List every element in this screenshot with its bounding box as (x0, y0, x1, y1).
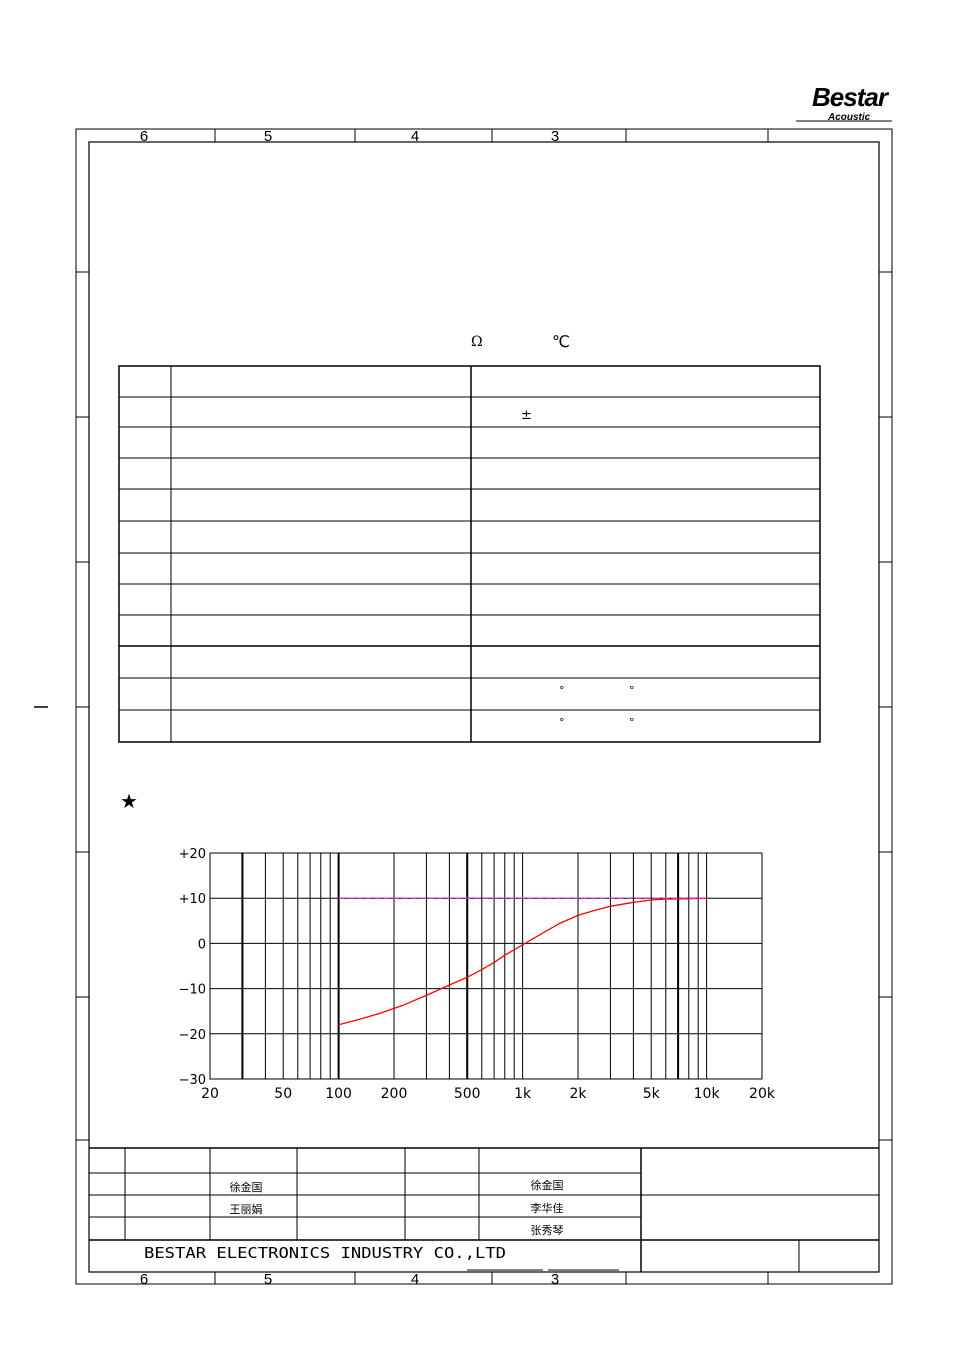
zone-label: 5 (264, 128, 272, 145)
y-tick-label: +10 (179, 892, 206, 907)
signatures: 徐金国 王丽娟 徐金国 李华佳 张秀琴 (230, 1178, 564, 1237)
zone-label: 3 (551, 128, 559, 145)
degree-symbol: ° (629, 716, 635, 729)
x-tick-label: 1k (514, 1086, 532, 1102)
degree-symbol: ° (559, 716, 565, 729)
inner-border (88, 141, 880, 1273)
approved-signature-3: 张秀琴 (531, 1224, 564, 1237)
tolerance-symbol: ± (521, 408, 532, 423)
x-tick-label: 20k (749, 1086, 776, 1102)
x-tick-label: 50 (274, 1086, 292, 1102)
y-tick-label: −10 (179, 983, 206, 998)
zone-label: 3 (551, 1271, 559, 1288)
response-curve (338, 897, 707, 1026)
company-name: BESTAR ELECTRONICS INDUSTRY CO.,LTD (144, 1244, 506, 1262)
x-tick-label: 100 (325, 1086, 352, 1102)
x-tick-label: 10k (694, 1086, 721, 1102)
zone-label: 6 (140, 128, 148, 145)
zone-label: 4 (411, 128, 419, 145)
approved-signature-1: 徐金国 (531, 1178, 564, 1192)
title-block (89, 1147, 879, 1272)
y-tick-label: −30 (179, 1073, 206, 1088)
degree-symbol: ° (559, 684, 565, 697)
bestar-logo: Bestar Acoustic (796, 82, 892, 123)
zone-label: 4 (411, 1271, 419, 1288)
zone-label: 5 (264, 1271, 272, 1288)
approved-signature-2: 李华佳 (531, 1201, 564, 1215)
x-tick-label: 500 (454, 1086, 481, 1102)
drawn-by-signature: 徐金国 (230, 1180, 263, 1194)
bottom-zone-labels: 6 5 4 3 (140, 1271, 559, 1288)
degree-symbol: ° (629, 684, 635, 697)
plot-area (209, 852, 763, 1080)
x-tick-label: 2k (569, 1086, 587, 1102)
x-tick-label: 5k (643, 1086, 661, 1102)
y-tick-label: +20 (179, 847, 206, 862)
logo-subtext: Acoustic (827, 112, 871, 123)
top-zone-labels: 6 5 4 3 (140, 128, 559, 145)
logo-wordmark: Bestar (812, 82, 890, 112)
zone-label: 6 (140, 1271, 148, 1288)
star-icon: ★ (120, 789, 138, 813)
ohm-symbol: Ω (471, 334, 483, 350)
degree-symbols: ° ° ° ° (559, 684, 635, 729)
x-tick-label: 200 (381, 1086, 408, 1102)
checked-by-signature: 王丽娟 (230, 1202, 263, 1216)
outer-border (75, 128, 893, 1285)
y-tick-label: −20 (179, 1028, 206, 1043)
spec-table (118, 365, 821, 743)
side-zone-ticks (76, 271, 892, 1141)
top-zone-ticks (214, 129, 769, 142)
celsius-symbol: ℃ (552, 332, 570, 351)
x-tick-label: 20 (201, 1086, 219, 1102)
bottom-zone-ticks (214, 1272, 769, 1284)
y-tick-label: 0 (198, 937, 206, 952)
